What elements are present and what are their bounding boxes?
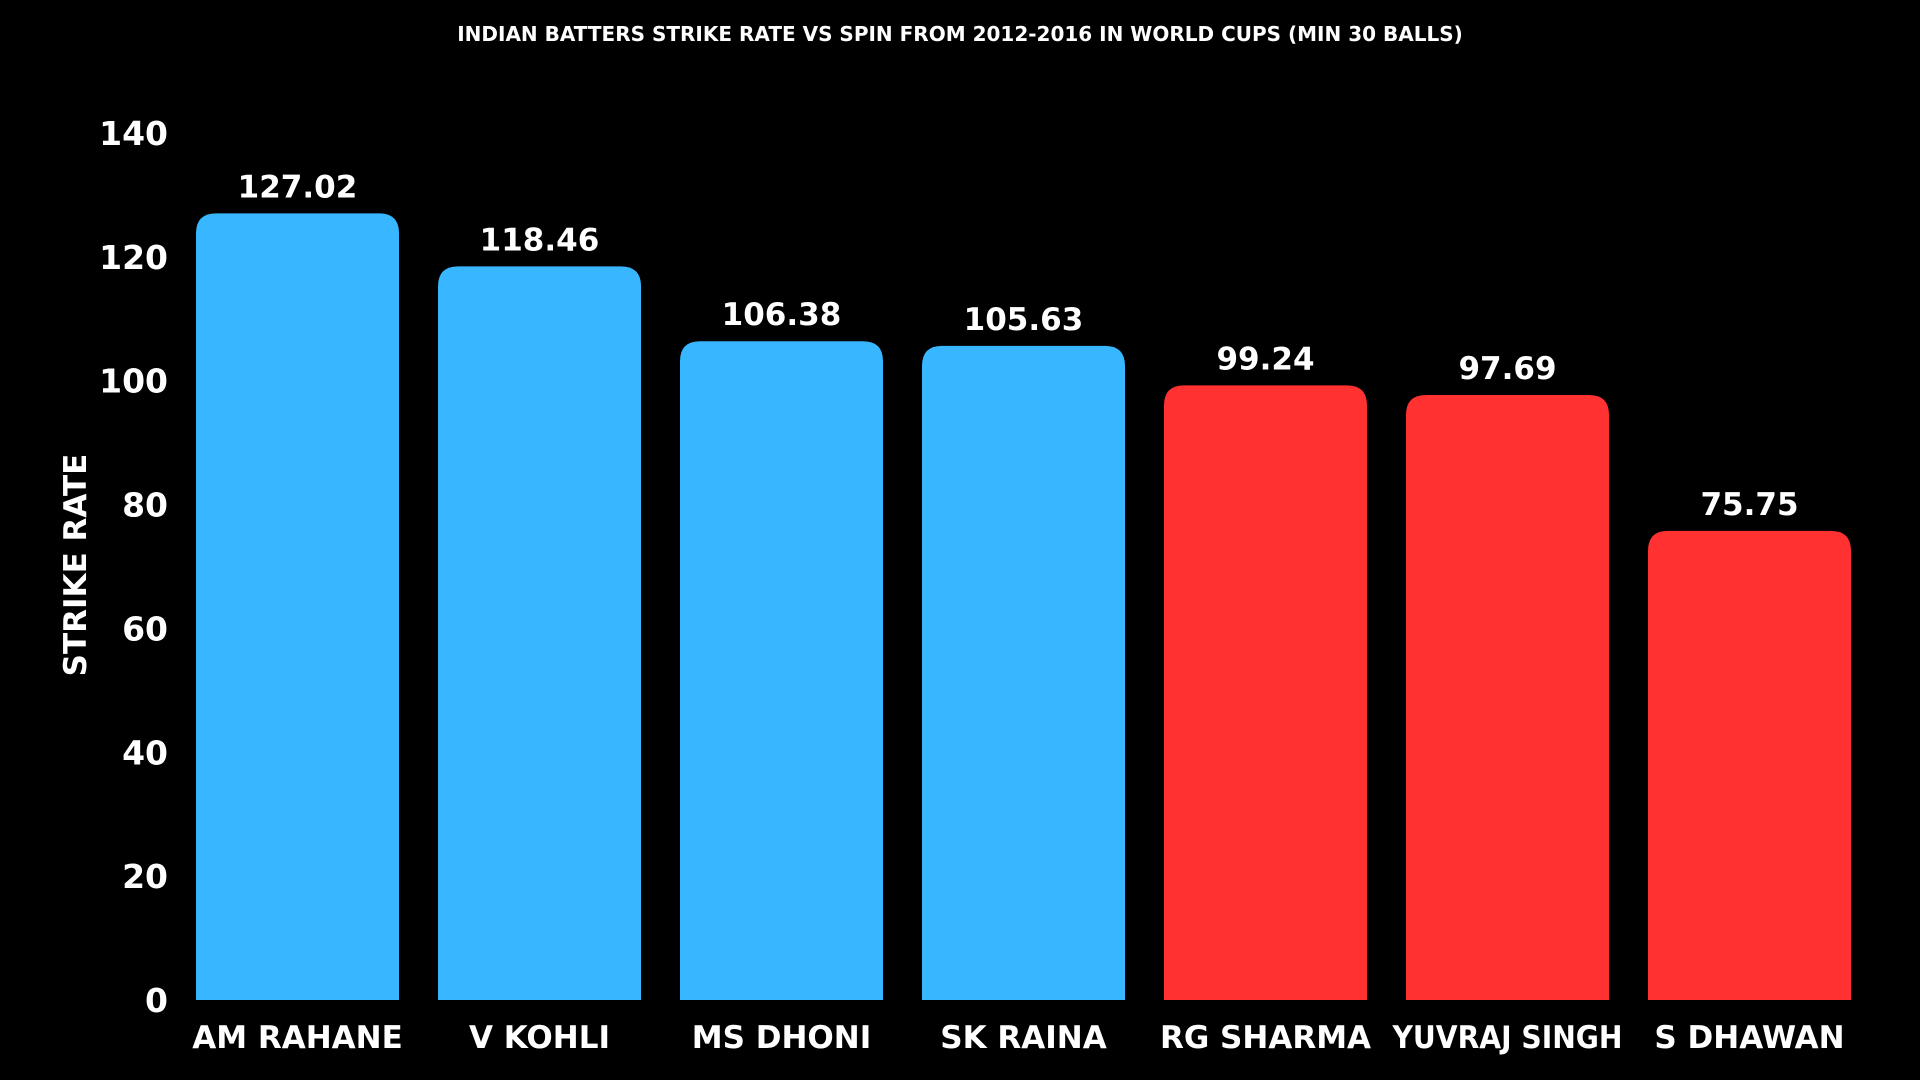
category-labels-group: AM RAHANE V KOHLI MS DHONI SK RAINA RG SHARM… xyxy=(192,1020,1844,1056)
y-axis-title: STRIKE RATE xyxy=(58,454,94,677)
y-tick-label: 60 xyxy=(122,609,168,648)
data-label: 97.69 xyxy=(1458,351,1556,387)
bars-group xyxy=(196,213,1851,1000)
bar xyxy=(922,345,1125,1000)
y-tick-label: 100 xyxy=(99,362,168,401)
x-tick-label: AM RAHANE xyxy=(192,1020,403,1056)
bar xyxy=(680,341,883,1000)
x-tick-label: V KOHLI xyxy=(469,1020,610,1056)
y-tick-label: 40 xyxy=(122,733,168,772)
data-label: 75.75 xyxy=(1700,487,1798,523)
x-tick-label: SK RAINA xyxy=(940,1020,1106,1056)
y-tick-label: 140 xyxy=(99,114,168,153)
data-label: 127.02 xyxy=(238,169,358,205)
chart-title: INDIAN BATTERS STRIKE RATE VS SPIN FROM … xyxy=(457,22,1463,46)
y-axis-ticks: 0 20 40 60 80 100 120 140 xyxy=(99,114,168,1020)
data-label: 105.63 xyxy=(964,302,1084,338)
data-labels-group: 127.02 118.46 106.38 105.63 99.24 97.69 75.75 xyxy=(238,169,1799,523)
bar xyxy=(1164,385,1367,1000)
x-tick-label: MS DHONI xyxy=(692,1020,871,1056)
bar xyxy=(1648,530,1851,1000)
y-tick-label: 80 xyxy=(122,486,168,525)
data-label: 106.38 xyxy=(722,297,842,333)
bar xyxy=(196,213,399,1000)
data-label: 99.24 xyxy=(1216,341,1314,377)
data-label: 118.46 xyxy=(480,222,600,258)
bar xyxy=(1406,395,1609,1000)
y-tick-label: 120 xyxy=(99,238,168,277)
x-tick-label: S DHAWAN xyxy=(1654,1020,1844,1056)
y-tick-label: 20 xyxy=(122,857,168,896)
bar xyxy=(438,266,641,1000)
x-tick-label: YUVRAJ SINGH xyxy=(1392,1020,1623,1056)
y-tick-label: 0 xyxy=(145,981,168,1020)
x-tick-label: RG SHARMA xyxy=(1160,1020,1371,1056)
